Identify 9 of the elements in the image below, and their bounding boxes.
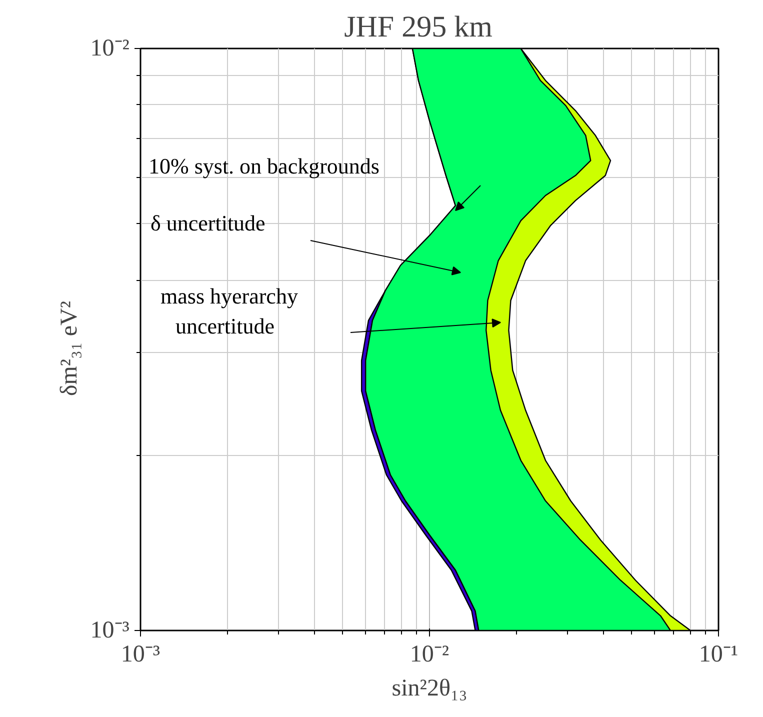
x-tick-label: 10⁻¹ bbox=[698, 642, 738, 668]
annotation: mass hyerarchy uncertitude bbox=[160, 284, 298, 338]
x-tick-label: 10⁻² bbox=[410, 642, 450, 668]
chart-title: JHF 295 km bbox=[344, 10, 492, 44]
annotation: 10% syst. on backgrounds bbox=[148, 154, 380, 178]
x-axis-title: sin²2θ₁₃ bbox=[392, 676, 468, 702]
annotation: δ uncertitude bbox=[150, 210, 266, 236]
y-axis-title: δm²₃₁ eV² bbox=[56, 300, 82, 396]
x-tick-label: 10⁻³ bbox=[120, 642, 160, 668]
